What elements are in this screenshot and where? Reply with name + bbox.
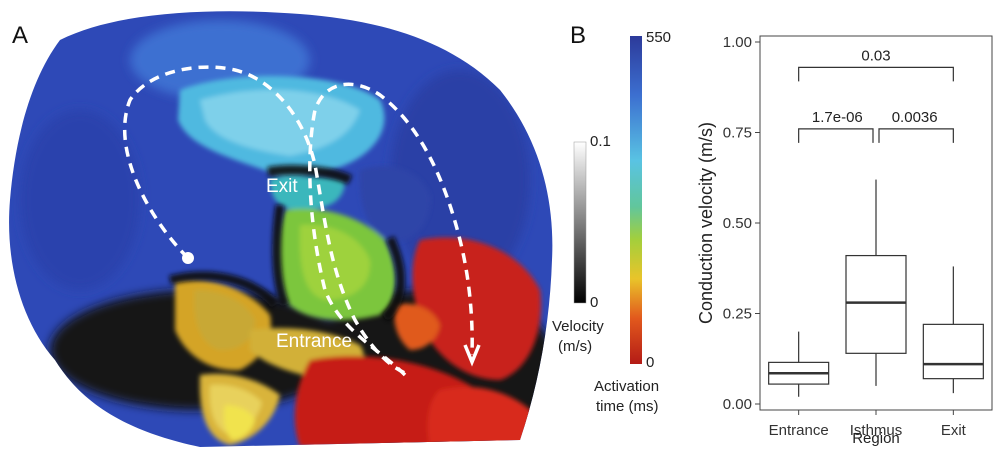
x-axis-title: Region xyxy=(852,430,900,447)
reentry-path-right xyxy=(308,82,474,377)
activation-colorbar xyxy=(630,36,642,364)
box-iqr xyxy=(922,323,984,380)
entrance-label: Entrance xyxy=(276,331,353,352)
velocity-min-label: 0 xyxy=(590,294,599,311)
activation-title-line2: time (ms) xyxy=(596,398,659,415)
activation-map xyxy=(9,11,553,447)
p-value-label: 0.03 xyxy=(861,47,890,64)
y-tick-label: 0.25 xyxy=(723,306,752,323)
box-iqr xyxy=(845,254,907,354)
activation-map-panel: A Exit Entrance xyxy=(9,11,553,447)
p-value-label: 0.0036 xyxy=(892,109,938,126)
velocity-title-line1: Velocity xyxy=(552,318,604,335)
velocity-colorbar xyxy=(573,141,587,304)
y-tick-label: 0.00 xyxy=(723,396,752,413)
reentry-start-dot xyxy=(182,252,194,264)
panel-a-letter: A xyxy=(12,22,29,49)
y-tick-label: 0.50 xyxy=(723,215,752,232)
x-tick-label: Entrance xyxy=(769,422,829,439)
x-tick-label: Isthmus xyxy=(850,422,903,439)
y-tick-label: 0.75 xyxy=(723,125,752,142)
significance-bracket xyxy=(798,66,954,82)
x-tick-label: Exit xyxy=(941,422,967,439)
reentry-path-left xyxy=(123,65,411,377)
color-bars: B 0.1 0 Velocity (m/s) 550 0 Activation xyxy=(552,0,700,447)
panel-b-letter: B xyxy=(570,22,587,49)
significance-bracket xyxy=(878,128,954,143)
velocity-max-label: 0.1 xyxy=(590,133,611,150)
activation-min-label: 0 xyxy=(646,354,655,371)
activation-title-line1: Activation xyxy=(594,378,660,395)
reentry-arrowhead xyxy=(463,344,481,367)
p-value-label: 1.7e-06 xyxy=(812,109,863,126)
significance-bracket xyxy=(798,128,874,143)
conduction-velocity-boxplot: 0.00 0.25 0.50 0.75 1.00 Entrance Isthmus Exit … xyxy=(690,0,1002,447)
colorbar-graphics xyxy=(573,36,642,364)
activation-max-label: 550 xyxy=(646,29,672,46)
velocity-title-line2: (m/s) xyxy=(558,338,593,355)
y-tick-label: 1.00 xyxy=(723,34,752,51)
exit-label: Exit xyxy=(266,176,298,197)
y-axis-title: Conduction velocity (m/s) xyxy=(696,122,716,324)
